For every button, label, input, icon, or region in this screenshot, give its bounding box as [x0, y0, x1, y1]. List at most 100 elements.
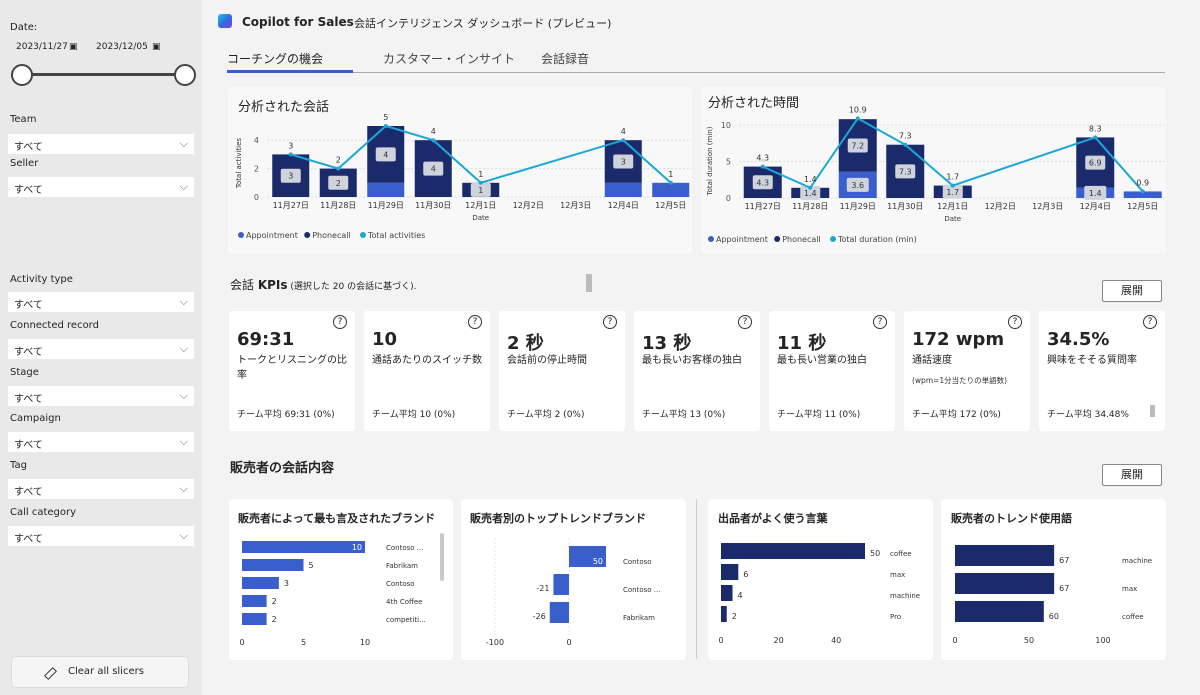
clear-all-slicers-label: Clear all slicers [68, 666, 144, 677]
date-end[interactable]: 2023/12/05 [96, 42, 148, 52]
kpi-description: 最も長いお客様の独白 [642, 355, 742, 366]
x-tick-label: 11月29日 [368, 201, 404, 210]
data-label-bg [375, 147, 396, 162]
filter-sidebar: Date: 2023/11/27 ▣ 2023/12/05 ▣ Team すべて… [0, 0, 202, 695]
tab-recordings[interactable]: 会話録音 [541, 52, 590, 66]
kpi-description: 最も長い営業の独白 [777, 355, 867, 366]
x-tick-label: -100 [486, 638, 504, 647]
data-label-bg [613, 154, 634, 169]
section-divider [696, 499, 697, 659]
bar-value-label: 3 [284, 579, 289, 588]
kpi-value: 2 秒 [507, 333, 544, 354]
tab-customer-insight[interactable]: カスタマー・インサイト [383, 52, 516, 66]
x-tick-label: 11月28日 [320, 201, 356, 210]
help-icon[interactable]: ? [603, 315, 617, 329]
category-label: Contoso ... [386, 544, 423, 552]
help-icon[interactable]: ? [738, 315, 752, 329]
copilot-logo-icon [218, 14, 232, 28]
category-label: max [890, 571, 905, 579]
slicer-label-campaign: Campaign [10, 413, 61, 424]
bar-value-label: 2 [732, 612, 737, 621]
connected-record-value: すべて [14, 347, 43, 358]
team-dropdown[interactable]: すべて ⌵ [8, 134, 194, 154]
bar [955, 545, 1055, 566]
trending-words-card: 販売者のトレンド使用語 67 machine 67 max 60 coffee 0 50 100 [941, 499, 1166, 660]
seller-expand-button[interactable]: 展開 [1102, 464, 1162, 486]
help-icon[interactable]: ? [1143, 315, 1157, 329]
tab-coaching[interactable]: コーチングの機会 [227, 52, 324, 66]
x-tick-label: 0 [718, 636, 723, 645]
kpi-subtext: (wpm=1分当たりの単語数) [912, 376, 1008, 385]
kpi-team-average: チーム平均 13 (0%) [642, 410, 726, 420]
data-label-bg [1084, 185, 1107, 200]
campaign-dropdown[interactable]: すべて ⌵ [8, 432, 194, 452]
calendar-icon[interactable]: ▣ [152, 42, 161, 52]
scrollbar[interactable] [440, 533, 444, 581]
help-icon[interactable]: ? [468, 315, 482, 329]
legend-marker [360, 232, 366, 238]
kpi-description: トークとリスニングの比率 [237, 355, 347, 381]
legend-label: Total activities [367, 231, 425, 240]
calendar-icon[interactable]: ▣ [69, 42, 78, 52]
total-point [1093, 135, 1098, 140]
x-tick-label: 11月27日 [745, 202, 781, 211]
phonecall-data-label: 7.2 [851, 141, 864, 150]
activity-type-dropdown[interactable]: すべて ⌵ [8, 292, 194, 312]
stage-dropdown[interactable]: すべて ⌵ [8, 386, 194, 406]
stage-value: すべて [14, 394, 43, 405]
kpi-value: 13 秒 [642, 333, 692, 354]
tag-dropdown[interactable]: すべて ⌵ [8, 479, 194, 499]
phonecall-data-label: 6.9 [1089, 159, 1102, 168]
chart-title: 分析された会話 [238, 100, 330, 115]
activity-type-value: すべて [14, 300, 43, 311]
total-point [383, 124, 388, 128]
category-label: 4th Coffee [386, 598, 422, 606]
x-tick-label: 0 [239, 638, 244, 647]
kpi-team-average: チーム平均 172 (0%) [912, 410, 1001, 420]
total-data-label: 1.4 [804, 175, 817, 184]
data-label-bg [800, 185, 821, 200]
call-category-dropdown[interactable]: すべて ⌵ [8, 526, 194, 546]
bar-value-label: 60 [1049, 612, 1059, 621]
connected-record-dropdown[interactable]: すべて ⌵ [8, 339, 194, 359]
bar [242, 577, 279, 589]
x-axis-label: Date [944, 215, 961, 223]
category-label: max [1122, 585, 1137, 593]
kpi-card-seller-monologue: ? 11 秒最も長い営業の独白 チーム平均 11 (0%) [769, 311, 895, 431]
chevron-down-icon: ⌵ [179, 482, 188, 495]
x-tick-label: 11月28日 [792, 202, 828, 211]
x-axis-label: Date [472, 214, 489, 222]
total-data-label: 5 [383, 113, 388, 122]
tab-divider [227, 72, 1165, 73]
help-icon[interactable]: ? [1008, 315, 1022, 329]
phonecall-data-label: 3 [621, 158, 626, 167]
phonecall-data-label: 2 [336, 179, 341, 188]
total-data-label: 4 [431, 127, 436, 136]
campaign-value: すべて [14, 440, 43, 451]
bar [955, 573, 1055, 594]
help-icon[interactable]: ? [873, 315, 887, 329]
legend-label: Total duration (min) [837, 235, 917, 244]
date-start[interactable]: 2023/11/27 [16, 42, 68, 52]
date-range-end-handle[interactable] [174, 64, 196, 86]
clear-all-slicers-button[interactable]: ▭ Clear all slicers [11, 656, 189, 688]
bar [549, 602, 569, 623]
bar [721, 585, 733, 601]
help-icon[interactable]: ? [333, 315, 347, 329]
kpi-expand-button[interactable]: 展開 [1102, 280, 1162, 302]
date-range-start-handle[interactable] [11, 64, 33, 86]
x-tick-label: 12月2日 [513, 201, 544, 210]
kpi-value: 172 wpm [912, 329, 1005, 350]
x-tick-label: 12月5日 [655, 201, 686, 210]
total-point [478, 180, 483, 185]
slicer-label-call-category: Call category [10, 507, 77, 518]
x-tick-label: 10 [360, 638, 370, 647]
bar [721, 543, 865, 559]
total-data-label: 8.3 [1089, 124, 1102, 133]
x-tick-label: 11月30日 [415, 201, 451, 210]
seller-dropdown[interactable]: すべて ⌵ [8, 177, 194, 197]
duration-chart-card: 分析された時間 0 5 10 Total duration (min) 4.3 11月27… [701, 87, 1166, 254]
category-label: Fabrikam [623, 614, 655, 622]
bar-value-label: 10 [352, 543, 362, 552]
y-tick-label: 2 [254, 165, 259, 174]
